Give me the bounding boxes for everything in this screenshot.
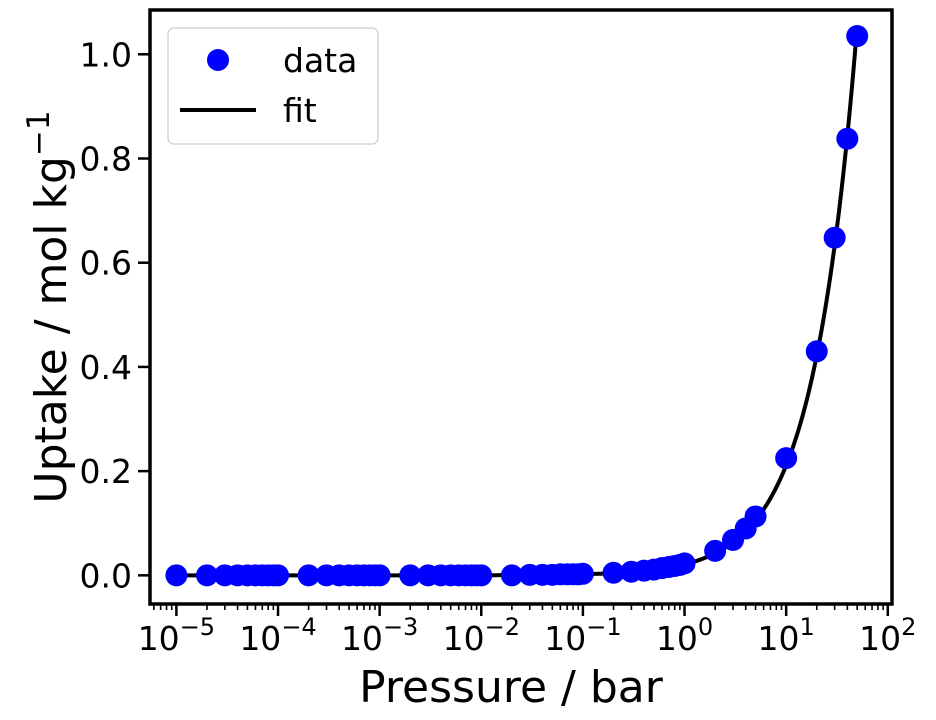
y-axis-label: Uptake / mol kg−1 (21, 110, 77, 503)
data-point (368, 564, 391, 587)
data-point (704, 539, 727, 562)
data-point (846, 25, 869, 48)
data-point (399, 564, 422, 587)
x-tick-label: 10−4 (239, 613, 316, 658)
plot-frame (148, 8, 894, 606)
data-point (673, 552, 696, 575)
x-tick-label: 10−3 (341, 613, 418, 658)
y-tick-label: 0.0 (80, 556, 132, 595)
x-tick-label: 101 (758, 613, 815, 658)
y-tick-label: 1.0 (80, 35, 132, 74)
data-point (297, 564, 320, 587)
data-point (744, 505, 767, 528)
x-tick-label: 10−1 (544, 613, 621, 658)
x-tick-label: 10−5 (138, 613, 215, 658)
x-tick-label: 100 (656, 613, 713, 658)
y-tick-label: 0.6 (80, 244, 132, 283)
legend: data fit (167, 27, 379, 145)
x-tick-label: 102 (859, 613, 916, 658)
data-point (165, 564, 188, 587)
data-point (805, 340, 828, 363)
y-tick-label: 0.8 (80, 140, 132, 179)
data-point (602, 561, 625, 584)
y-axis-label-sup: −1 (21, 110, 57, 156)
y-tick-label: 0.4 (80, 348, 132, 387)
data-point (823, 226, 846, 249)
legend-fit-label: fit (283, 91, 317, 130)
data-point (775, 447, 798, 470)
legend-data-marker (207, 49, 229, 71)
data-point (470, 564, 493, 587)
y-axis-label-main: Uptake / mol kg (26, 156, 77, 504)
data-point (267, 564, 290, 587)
data-point (836, 127, 859, 150)
x-axis-label: Pressure / bar (359, 662, 664, 713)
legend-data-label: data (283, 41, 357, 80)
data-point (500, 564, 523, 587)
x-tick-label: 10−2 (443, 613, 520, 658)
y-tick-label: 0.2 (80, 452, 132, 491)
data-point (571, 562, 594, 585)
data-point (195, 564, 218, 587)
